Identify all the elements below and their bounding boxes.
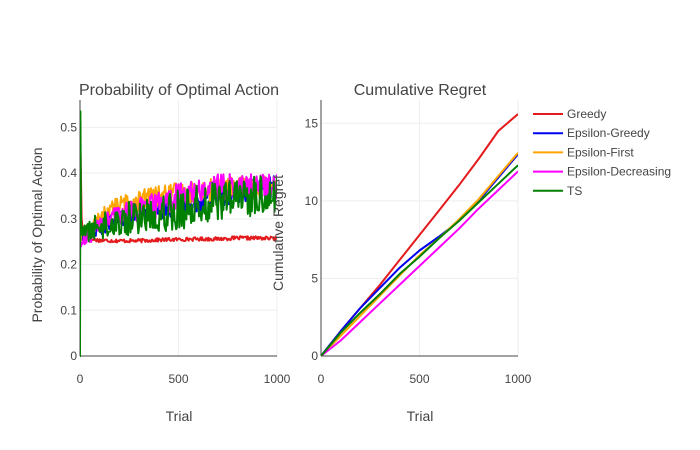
chart-title: Cumulative Regret (354, 82, 487, 99)
legend-label: TS (567, 184, 582, 198)
x-tick-label: 0 (77, 372, 84, 386)
y-axis-title: Probability of Optimal Action (29, 147, 45, 322)
regret-panel: Cumulative Regret Trial Cumulative Regre… (270, 82, 532, 424)
probability-panel: Probability of Optimal Action Trial Prob… (29, 82, 291, 424)
series-line-ts (321, 164, 518, 357)
legend-item[interactable]: Greedy (533, 107, 606, 121)
series-line-epsilon-decreasing (321, 170, 518, 357)
y-tick-label: 10 (305, 194, 319, 208)
x-axis-title: Trial (166, 408, 193, 424)
x-tick-label: 1000 (505, 372, 532, 386)
x-tick-label: 1000 (264, 372, 291, 386)
chart-title: Probability of Optimal Action (79, 82, 279, 99)
y-tick-label: 0 (311, 349, 318, 363)
legend-label: Greedy (567, 107, 606, 121)
legend-label: Epsilon-Decreasing (567, 165, 671, 179)
legend-item[interactable]: Epsilon-Decreasing (533, 165, 671, 179)
y-tick-label: 5 (311, 271, 318, 285)
legend: Greedy Epsilon-Greedy Epsilon-First Epsilon… (533, 107, 671, 198)
x-axis-title: Trial (407, 408, 434, 424)
legend-item[interactable]: TS (533, 184, 582, 198)
y-tick-label: 0.4 (60, 166, 77, 180)
y-tick-label: 0.3 (60, 212, 77, 226)
x-tick-label: 0 (318, 372, 325, 386)
series-line-greedy (80, 153, 277, 244)
y-axis-title: Cumulative Regret (270, 175, 286, 291)
y-tick-label: 0 (70, 349, 77, 363)
legend-item[interactable]: Epsilon-First (533, 145, 634, 159)
y-tick-label: 0.5 (60, 120, 77, 134)
legend-label: Epsilon-First (567, 145, 634, 159)
y-tick-label: 0.1 (60, 303, 77, 317)
series-line-ts (80, 110, 277, 357)
x-tick-label: 500 (168, 372, 188, 386)
x-tick-label: 500 (409, 372, 429, 386)
y-tick-label: 0.2 (60, 258, 77, 272)
legend-label: Epsilon-Greedy (567, 126, 650, 140)
y-tick-label: 15 (305, 116, 319, 130)
series-line-epsilon-first (321, 152, 518, 357)
legend-item[interactable]: Epsilon-Greedy (533, 126, 650, 140)
